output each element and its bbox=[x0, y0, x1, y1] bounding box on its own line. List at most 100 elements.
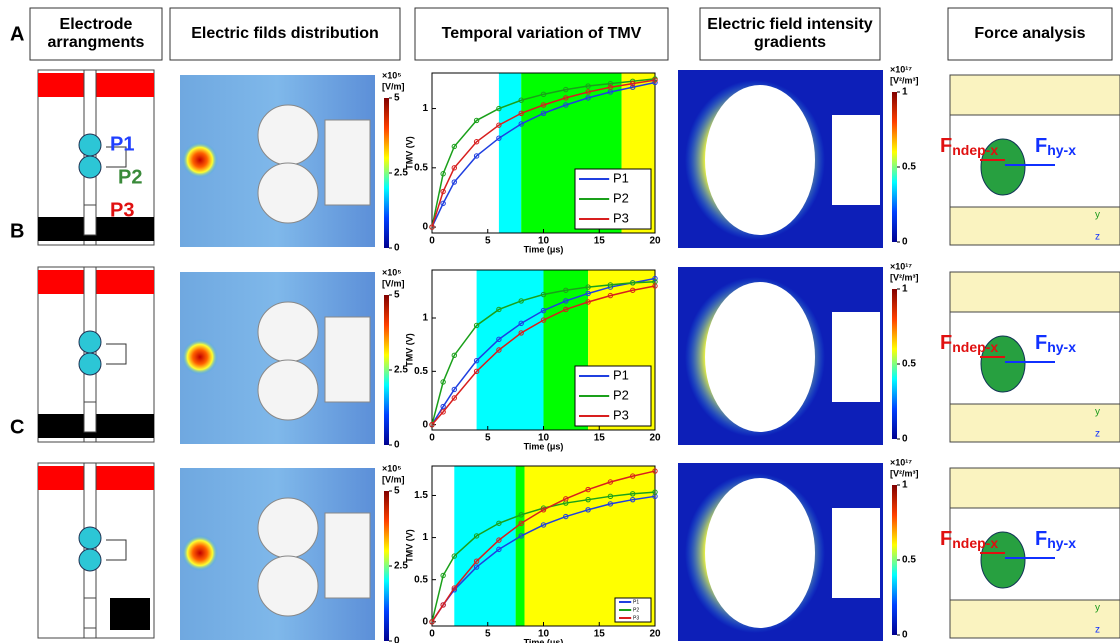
colorbar-scale: ×10⁵ bbox=[382, 267, 402, 277]
axis-indicator: y bbox=[1095, 603, 1100, 614]
legend-label: P1 bbox=[613, 367, 629, 382]
colorbar-scale: ×10¹⁷ bbox=[890, 457, 912, 467]
row-label: A bbox=[10, 23, 24, 45]
y-axis-label: TMV (V) bbox=[404, 333, 414, 367]
colorbar-scale: ×10¹⁷ bbox=[890, 64, 912, 74]
cell bbox=[78, 330, 102, 354]
data-point bbox=[630, 84, 636, 90]
data-point bbox=[473, 564, 480, 570]
y-axis-label: TMV (V) bbox=[404, 529, 414, 563]
data-point bbox=[518, 520, 524, 526]
colorbar-tick-label: 0 bbox=[394, 440, 400, 451]
force-label: Fndep-x bbox=[940, 135, 998, 157]
data-point bbox=[630, 496, 636, 503]
force-bg bbox=[949, 467, 1120, 509]
force-label: Fhy-x bbox=[1035, 332, 1076, 354]
x-tick-label: 10 bbox=[538, 236, 550, 247]
field-hotspot bbox=[182, 535, 218, 571]
colorbar-tick-label: 2.5 bbox=[394, 365, 408, 376]
series-line bbox=[431, 81, 656, 228]
x-tick-label: 5 bbox=[485, 629, 491, 640]
data-point bbox=[652, 283, 658, 289]
colorbar bbox=[892, 485, 897, 635]
series-line bbox=[431, 277, 656, 426]
data-point bbox=[451, 386, 457, 393]
column-title: Temporal variation of TMV bbox=[441, 25, 642, 42]
data-point bbox=[440, 200, 446, 207]
data-point bbox=[440, 409, 446, 415]
data-point bbox=[607, 80, 614, 87]
colorbar-tick-label: 5 bbox=[394, 486, 400, 497]
data-point bbox=[630, 473, 636, 479]
data-point bbox=[585, 284, 591, 290]
data-point bbox=[473, 153, 480, 159]
y-tick-label: 0.5 bbox=[414, 574, 428, 585]
colorbar-tick-label: 0 bbox=[902, 237, 908, 248]
axis-indicator: z bbox=[1095, 429, 1100, 440]
axis-indicator: y bbox=[1095, 407, 1100, 418]
series-line bbox=[431, 495, 656, 623]
force-symbol: F bbox=[1035, 332, 1047, 354]
colorbar-unit: [V²/m³] bbox=[890, 75, 919, 85]
y-tick-label: 1 bbox=[422, 103, 428, 114]
data-point bbox=[496, 537, 502, 543]
data-point bbox=[518, 330, 524, 336]
colorbar-scale: ×10¹⁷ bbox=[890, 261, 912, 271]
phase-band bbox=[515, 466, 525, 626]
colorbar-tick-label: 2.5 bbox=[394, 168, 408, 179]
data-point bbox=[440, 572, 446, 579]
electrode-region bbox=[832, 508, 880, 598]
colorbar-tick-label: 0.5 bbox=[902, 555, 916, 566]
data-point bbox=[451, 553, 457, 559]
data-point bbox=[451, 179, 457, 185]
colorbar-scale: ×10⁵ bbox=[382, 70, 402, 80]
data-point bbox=[496, 105, 502, 112]
legend-label: P3 bbox=[633, 615, 639, 621]
x-tick-label: 15 bbox=[594, 433, 606, 444]
title-box bbox=[947, 7, 1113, 61]
data-point bbox=[473, 322, 480, 329]
data-point bbox=[540, 307, 547, 314]
channel bbox=[83, 597, 97, 629]
y-axis-label: TMV (V) bbox=[404, 136, 414, 170]
data-point bbox=[652, 77, 658, 83]
force-bg bbox=[949, 403, 1120, 443]
force-label: Fhy-x bbox=[1035, 528, 1076, 550]
cell bbox=[78, 548, 102, 572]
colorbar-tick-label: 1 bbox=[902, 87, 908, 98]
x-tick-label: 10 bbox=[538, 629, 550, 640]
x-tick-label: 15 bbox=[594, 629, 606, 640]
data-point bbox=[607, 292, 614, 299]
title-box bbox=[29, 7, 163, 61]
y-tick-label: 0.5 bbox=[414, 366, 428, 377]
channel bbox=[83, 204, 97, 236]
legend-label: P2 bbox=[613, 387, 629, 402]
data-point bbox=[429, 421, 435, 428]
electrode-outline bbox=[324, 316, 371, 403]
force-subscript: ndep-x bbox=[952, 142, 998, 158]
data-point bbox=[440, 602, 446, 608]
data-point bbox=[473, 558, 480, 564]
colorbar-unit: [V²/m³] bbox=[890, 272, 919, 282]
data-point bbox=[563, 496, 569, 502]
data-point bbox=[540, 507, 547, 513]
cell-region bbox=[705, 478, 815, 628]
data-point bbox=[607, 493, 614, 500]
data-point bbox=[563, 102, 569, 108]
data-point bbox=[607, 282, 614, 288]
x-tick-label: 15 bbox=[594, 236, 606, 247]
cell bbox=[78, 155, 102, 179]
y-tick-label: 1 bbox=[422, 532, 428, 543]
series-line bbox=[431, 78, 656, 228]
y-tick-label: 1 bbox=[422, 313, 428, 324]
series-line bbox=[431, 470, 656, 623]
colorbar-tick-label: 5 bbox=[394, 93, 400, 104]
force-channel bbox=[949, 311, 1120, 405]
data-point bbox=[429, 224, 435, 230]
colorbar-tick-label: 0.5 bbox=[902, 359, 916, 370]
y-tick-label: 0 bbox=[422, 616, 428, 627]
cell bbox=[78, 352, 102, 376]
y-tick-label: 0 bbox=[422, 222, 428, 233]
legend-label: P2 bbox=[613, 190, 629, 205]
data-point bbox=[563, 298, 569, 304]
